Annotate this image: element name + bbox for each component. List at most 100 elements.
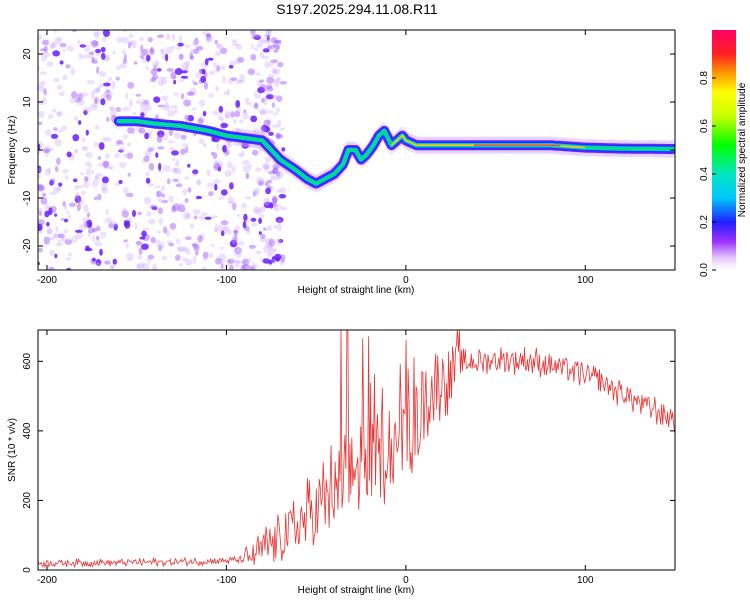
noise-blob — [230, 77, 238, 81]
noise-blob — [122, 36, 130, 44]
noise-blob — [205, 33, 212, 38]
noise-blob — [236, 260, 243, 264]
noise-blob — [266, 110, 274, 114]
noise-blob — [258, 126, 267, 133]
noise-blob — [214, 39, 218, 45]
noise-blob — [83, 109, 88, 116]
noise-blob — [189, 48, 197, 52]
noise-blob — [206, 169, 211, 177]
noise-blob — [161, 193, 166, 198]
noise-blob — [38, 167, 43, 173]
noise-blob — [101, 160, 110, 167]
noise-blob — [48, 147, 55, 151]
noise-blob — [207, 93, 214, 98]
noise-blob — [147, 256, 151, 264]
noise-blob — [276, 170, 284, 179]
noise-blob — [50, 133, 59, 139]
noise-blob — [259, 79, 265, 83]
noise-blob — [235, 225, 241, 231]
noise-blob — [259, 51, 264, 59]
noise-blob — [216, 142, 220, 151]
noise-blob — [215, 257, 222, 265]
noise-blob — [91, 40, 99, 46]
noise-blob — [266, 252, 273, 257]
noise-blob — [150, 68, 158, 76]
noise-blob — [216, 43, 224, 50]
noise-blob — [253, 206, 261, 214]
noise-blob — [174, 167, 182, 175]
noise-blob — [157, 130, 165, 138]
noise-blob — [78, 224, 87, 231]
noise-blob — [141, 230, 147, 237]
noise-blob — [122, 59, 128, 64]
noise-blob — [54, 138, 62, 147]
noise-blob — [265, 242, 272, 249]
noise-blob — [76, 98, 85, 106]
noise-blob — [73, 116, 79, 121]
noise-blob — [275, 216, 284, 223]
noise-blob — [183, 208, 187, 213]
noise-blob — [176, 45, 181, 51]
noise-blob — [56, 84, 62, 91]
noise-blob — [218, 253, 227, 261]
noise-blob — [48, 266, 55, 270]
noise-blob — [127, 172, 131, 177]
noise-blob — [170, 45, 176, 50]
noise-blob — [259, 213, 265, 219]
noise-blob — [252, 149, 259, 156]
noise-blob — [270, 59, 279, 64]
noise-blob — [279, 260, 285, 266]
noise-blob — [122, 106, 130, 112]
noise-blob — [197, 179, 201, 186]
noise-blob — [91, 102, 98, 108]
noise-blob — [127, 81, 135, 89]
noise-blob — [165, 229, 171, 238]
noise-blob — [227, 259, 232, 267]
noise-blob — [251, 262, 256, 270]
noise-blob — [242, 258, 249, 267]
noise-blob — [148, 218, 156, 225]
noise-blob — [212, 62, 218, 68]
noise-blob — [105, 89, 111, 94]
noise-blob — [100, 46, 106, 53]
noise-blob — [252, 33, 260, 38]
noise-blob — [157, 198, 163, 204]
noise-blob — [251, 222, 258, 227]
noise-blob — [79, 172, 85, 176]
noise-blob — [232, 230, 239, 234]
noise-blob — [56, 187, 62, 191]
noise-blob — [184, 60, 191, 68]
noise-blob — [273, 201, 277, 208]
noise-blob — [67, 215, 72, 219]
noise-blob — [92, 234, 96, 243]
noise-blob — [266, 34, 270, 42]
noise-blob — [44, 149, 49, 158]
noise-blob — [273, 43, 278, 47]
noise-blob — [253, 103, 260, 109]
noise-blob — [91, 169, 95, 175]
noise-blob — [90, 104, 99, 111]
noise-blob — [110, 220, 117, 228]
noise-blob — [101, 92, 109, 99]
noise-blob — [84, 175, 89, 183]
noise-blob — [172, 158, 176, 162]
noise-blob — [94, 97, 98, 105]
noise-blob — [235, 100, 241, 108]
noise-blob — [92, 88, 100, 94]
noise-blob — [114, 141, 122, 147]
noise-blob — [235, 43, 242, 50]
noise-blob — [262, 258, 270, 264]
noise-blob — [171, 150, 179, 156]
noise-blob — [173, 109, 178, 114]
noise-blob — [38, 121, 43, 126]
noise-blob — [55, 111, 63, 116]
noise-blob — [148, 129, 153, 135]
noise-blob — [229, 182, 234, 190]
noise-blob — [40, 55, 47, 62]
noise-blob — [219, 47, 228, 55]
noise-blob — [216, 65, 221, 72]
noise-blob — [136, 262, 144, 269]
y-tick-label: 600 — [22, 353, 33, 370]
